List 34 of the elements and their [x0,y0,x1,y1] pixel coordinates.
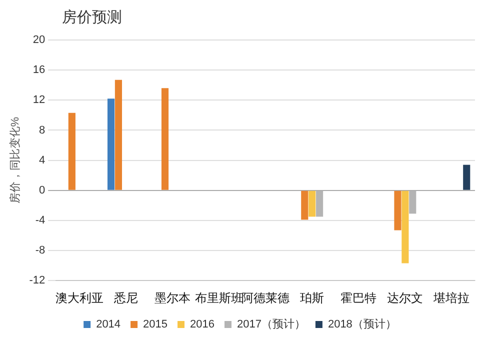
y-tick-label: -4 [35,214,46,226]
y-tick-label: 16 [32,64,46,76]
y-tick-label: 20 [32,34,46,46]
x-tick-label: 墨尔本 [154,291,190,306]
y-tick-label: 12 [32,94,46,106]
bar [161,88,169,190]
bar [114,80,122,190]
x-tick-label: 阿德莱德 [242,291,290,306]
y-tick-label: 8 [38,124,46,136]
legend-label: 2017（预计） [236,318,306,331]
chart-title: 房价预测 [62,8,122,27]
bar [402,190,409,264]
bar [463,164,470,190]
y-tick-label: 4 [38,154,46,166]
y-tick-label: -12 [29,274,46,287]
legend-label: 2016 [190,318,214,331]
bar [68,112,76,190]
legend-label: 2015 [143,318,168,331]
x-tick-label: 珀斯 [300,291,324,306]
bar [394,190,402,230]
y-axis-title: 房价，同比变化% [8,116,22,204]
x-tick-label: 达尔文 [387,291,424,306]
x-tick-label: 堪培拉 [432,291,470,306]
x-tick-label: 澳大利亚 [55,291,104,306]
legend-label: 2014 [96,318,121,331]
y-tick-label: 0 [38,184,46,196]
x-tick-label: 霍巴特 [340,291,377,306]
bar [107,98,115,190]
x-tick-label: 悉尼 [112,291,138,306]
x-tick-label: 布里斯班 [195,291,244,306]
legend-label: 2018（预计） [328,318,396,331]
bar [308,190,316,217]
bar [301,190,308,220]
y-tick-label: -8 [35,244,46,257]
